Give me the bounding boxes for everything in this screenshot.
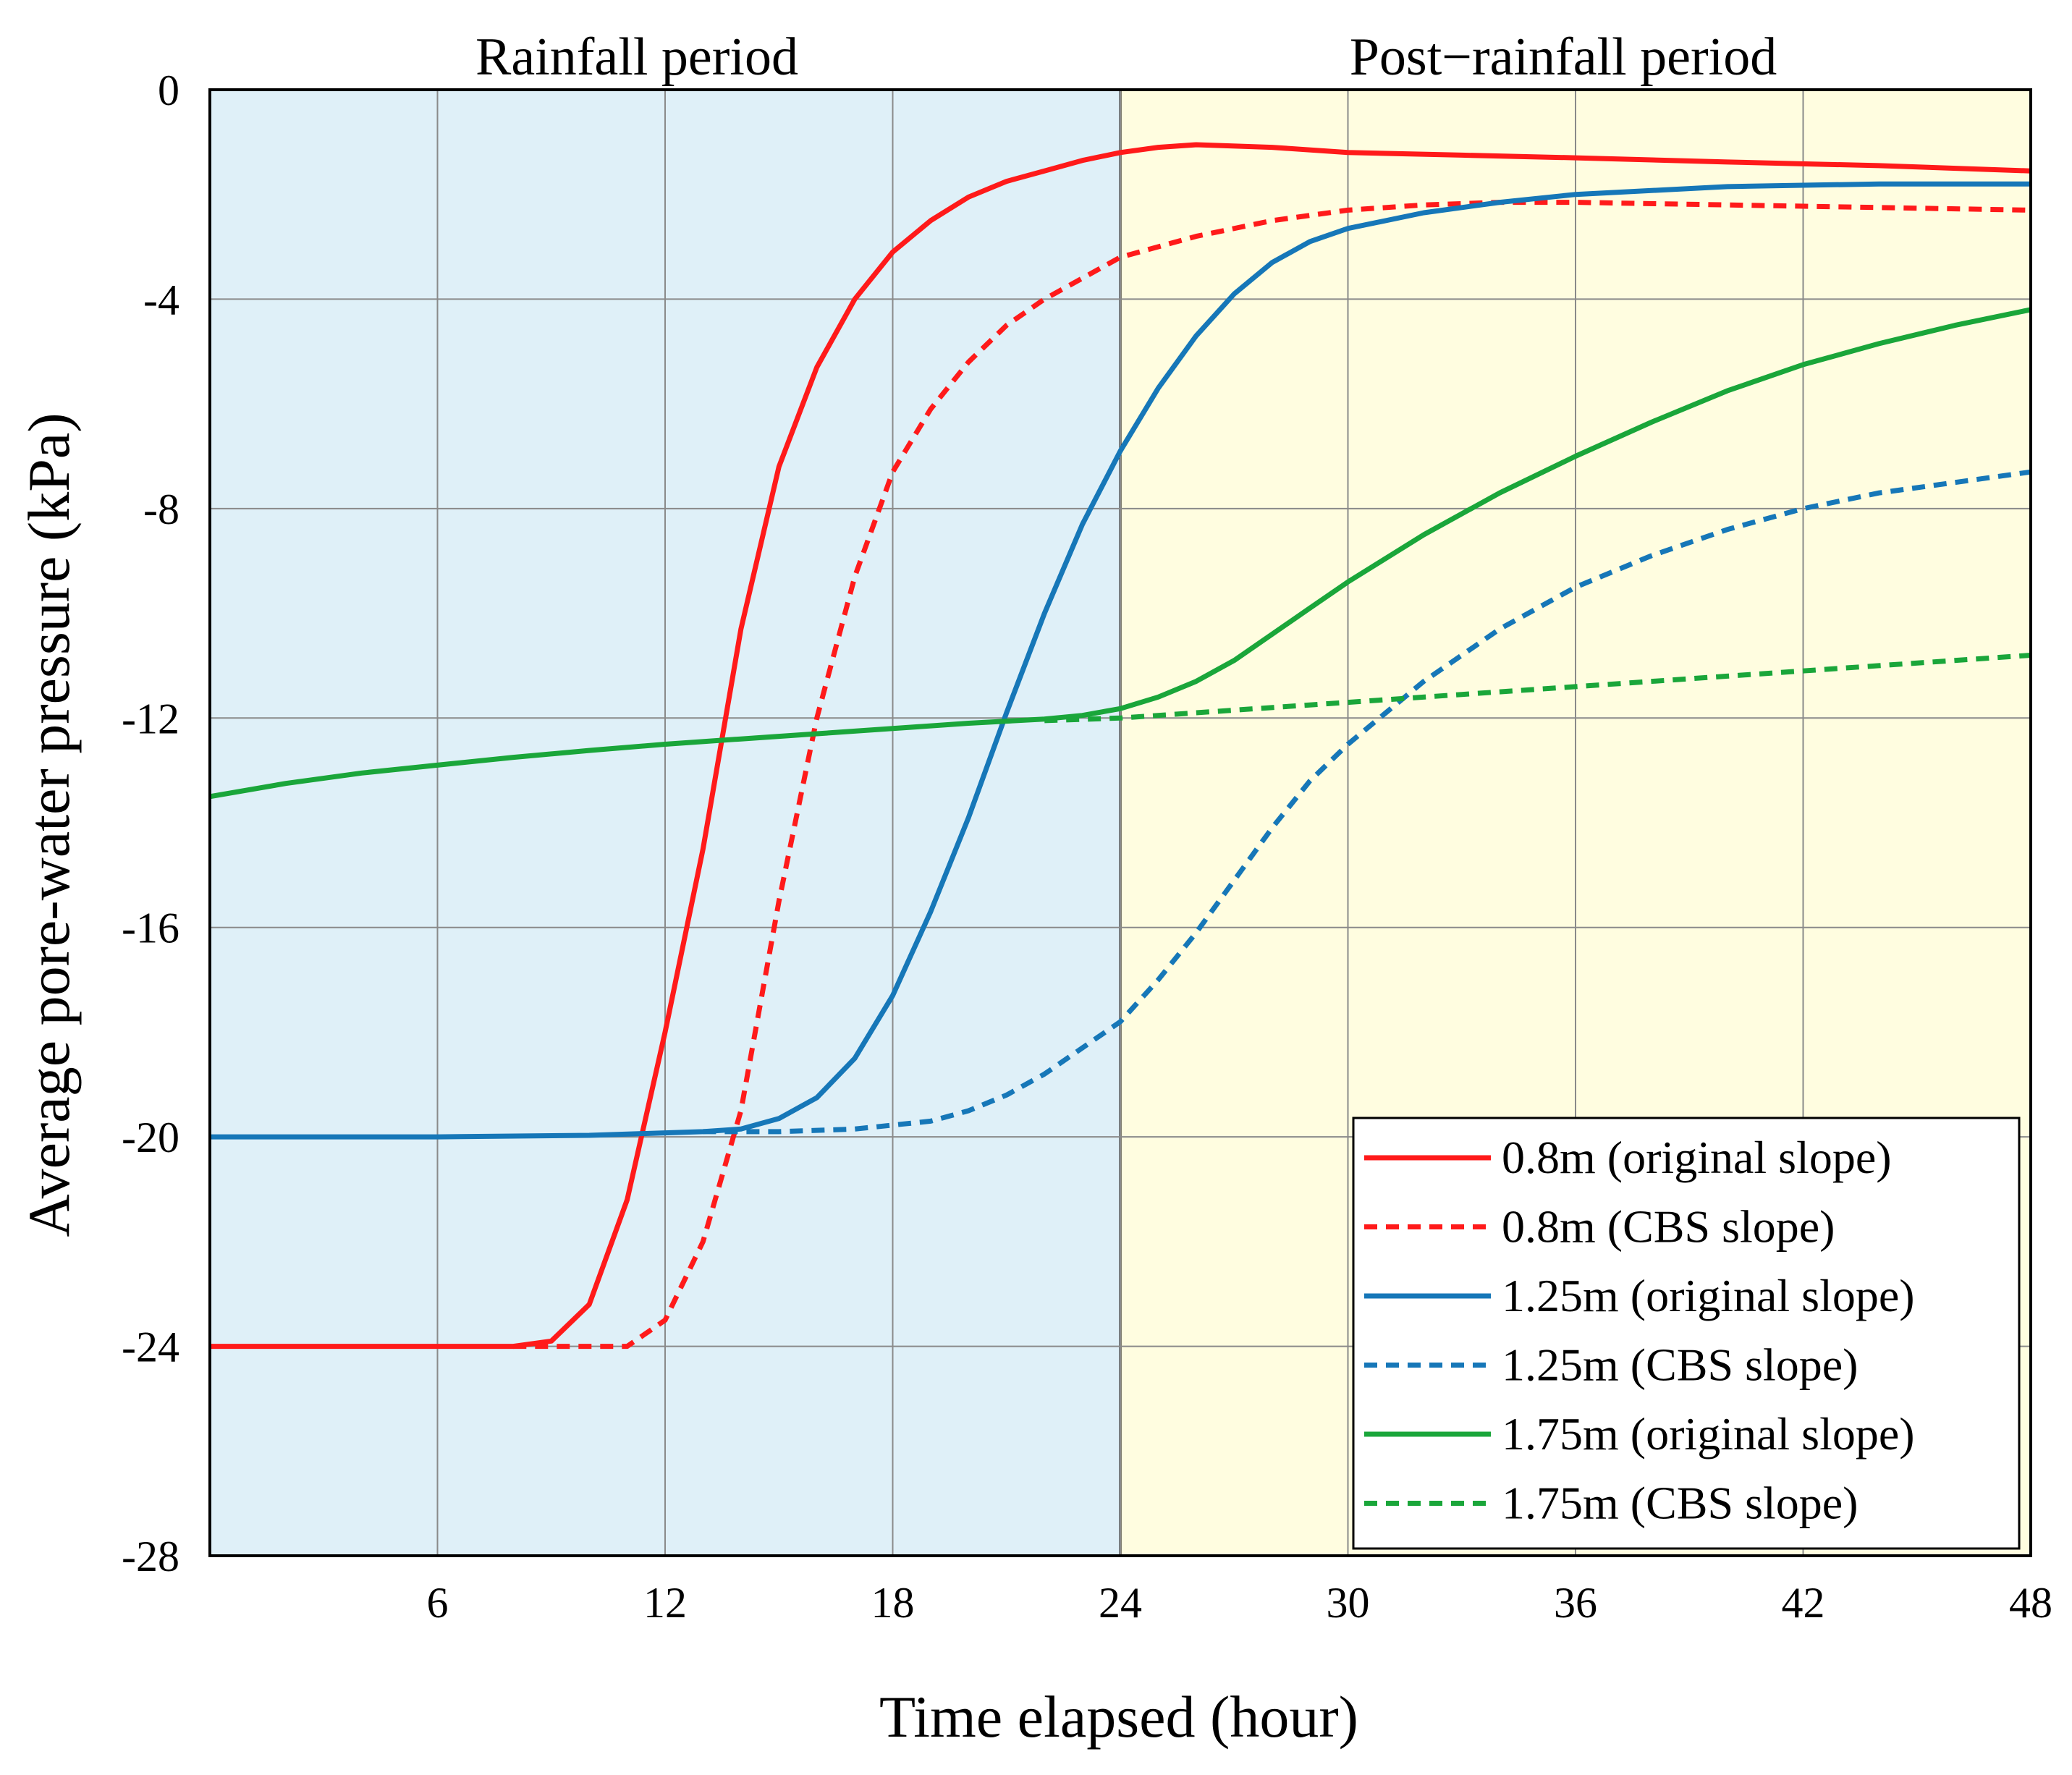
series-lines — [209, 142, 2031, 1350]
y-tick-label: -4 — [143, 276, 179, 323]
series-line-3 — [703, 469, 2031, 1135]
legend-label: 0.8m (CBS slope) — [1502, 1201, 1835, 1253]
y-tick-label: -8 — [143, 486, 179, 533]
x-tick-label: 36 — [1554, 1579, 1597, 1627]
legend-label: 0.8m (original slope) — [1502, 1132, 1892, 1183]
x-axis-ticks: 6 12 18 24 30 36 42 48 — [427, 1579, 2053, 1627]
y-tick-label: -24 — [122, 1323, 179, 1371]
legend-label: 1.75m (CBS slope) — [1502, 1478, 1858, 1529]
series-line-0 — [210, 142, 2031, 1350]
x-tick-label: 30 — [1327, 1579, 1370, 1627]
post-rainfall-period-label: Post−rainfall period — [1350, 27, 1777, 87]
y-tick-label: -12 — [122, 695, 179, 742]
y-tick-label: -20 — [122, 1114, 179, 1161]
legend-label: 1.75m (original slope) — [1502, 1408, 1915, 1460]
x-tick-label: 24 — [1099, 1579, 1142, 1627]
y-tick-label: -28 — [122, 1533, 179, 1580]
legend-box — [1352, 1117, 2021, 1550]
series-line-5 — [1044, 653, 2031, 724]
y-tick-label: -16 — [122, 905, 179, 952]
x-tick-label: 18 — [871, 1579, 915, 1627]
rainfall-period-label: Rainfall period — [475, 27, 798, 87]
plot-frame — [208, 88, 2032, 1557]
series-line-1 — [513, 200, 2031, 1350]
y-axis-title: Average pore-water pressure (kPa) — [16, 412, 82, 1237]
x-tick-label: 12 — [643, 1579, 687, 1627]
legend: 0.8m (original slope) 0.8m (CBS slope) 1.2… — [1352, 1117, 2021, 1550]
legend-label: 1.25m (CBS slope) — [1502, 1339, 1858, 1391]
x-tick-label: 6 — [427, 1579, 449, 1627]
y-tick-label: 0 — [158, 67, 179, 114]
x-axis-title: Time elapsed (hour) — [879, 1684, 1358, 1750]
legend-label: 1.25m (original slope) — [1502, 1270, 1915, 1321]
series-line-2 — [210, 181, 2031, 1140]
x-tick-label: 48 — [2009, 1579, 2052, 1627]
series-line-4 — [209, 307, 2031, 800]
y-axis-ticks: 0 -4 -8 -12 -16 -20 -24 -28 — [122, 67, 179, 1580]
x-tick-label: 42 — [1782, 1579, 1825, 1627]
